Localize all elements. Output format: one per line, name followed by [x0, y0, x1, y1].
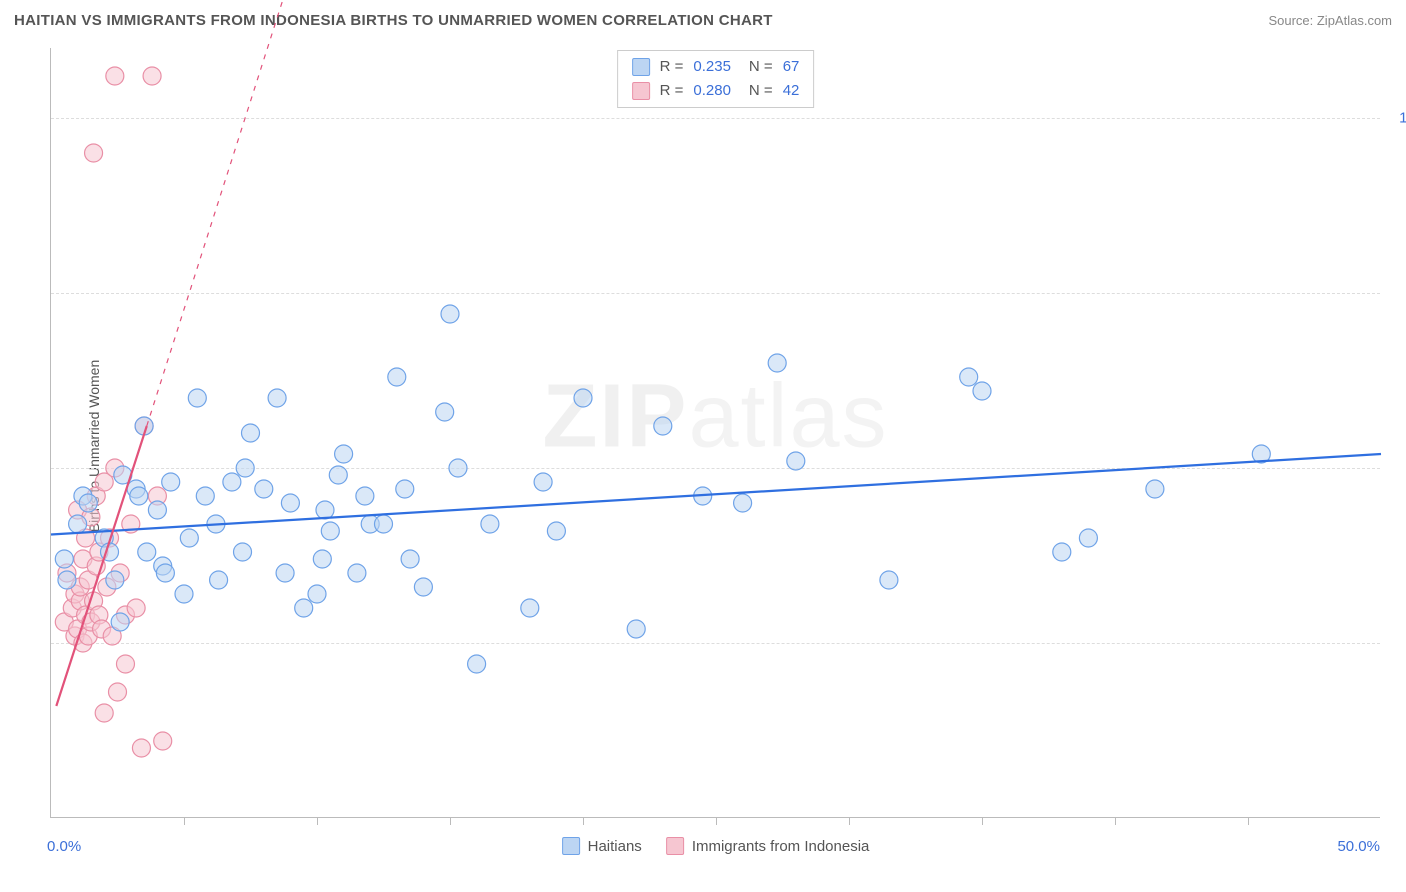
plot-area: ZIPatlas 25.0%50.0%75.0%100.0% R = 0.235…	[50, 48, 1380, 818]
stat-n-label: N =	[749, 79, 773, 103]
stat-r-label: R =	[660, 55, 684, 79]
stats-row-1: R = 0.280 N = 42	[632, 79, 800, 103]
stat-n-value: 67	[783, 55, 800, 79]
stats-row-0: R = 0.235 N = 67	[632, 55, 800, 79]
chart-source: Source: ZipAtlas.com	[1268, 13, 1392, 28]
swatch-icon	[666, 837, 684, 855]
stat-r-label: R =	[660, 79, 684, 103]
legend-label: Haitians	[588, 838, 642, 855]
x-axis-label-left: 0.0%	[47, 838, 81, 855]
chart-header: HAITIAN VS IMMIGRANTS FROM INDONESIA BIR…	[14, 12, 1392, 29]
stat-n-label: N =	[749, 55, 773, 79]
swatch-icon	[562, 837, 580, 855]
scatter-svg	[51, 48, 1380, 817]
bottom-legend: Haitians Immigrants from Indonesia	[562, 837, 870, 855]
stat-r-value: 0.280	[693, 79, 731, 103]
chart-title: HAITIAN VS IMMIGRANTS FROM INDONESIA BIR…	[14, 12, 773, 29]
y-tick-label: 100.0%	[1399, 110, 1406, 127]
legend-label: Immigrants from Indonesia	[692, 838, 870, 855]
x-axis-label-right: 50.0%	[1337, 838, 1380, 855]
stat-r-value: 0.235	[693, 55, 731, 79]
swatch-icon	[632, 82, 650, 100]
stat-n-value: 42	[783, 79, 800, 103]
legend-item-haitians: Haitians	[562, 837, 642, 855]
stats-box: R = 0.235 N = 67 R = 0.280 N = 42	[617, 50, 815, 108]
legend-item-indonesia: Immigrants from Indonesia	[666, 837, 870, 855]
swatch-icon	[632, 58, 650, 76]
